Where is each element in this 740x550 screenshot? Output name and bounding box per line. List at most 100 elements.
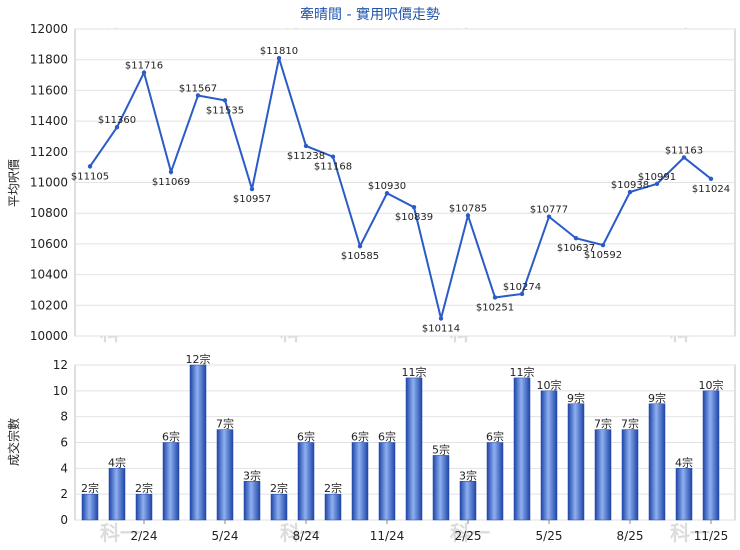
x-tick-label: 8/25 xyxy=(617,529,644,543)
price-y-tick-label: 10400 xyxy=(30,268,68,282)
volume-bar xyxy=(513,377,531,521)
volume-bar xyxy=(351,442,369,521)
price-point xyxy=(519,291,525,297)
price-y-tick-label: 11200 xyxy=(30,145,68,159)
volume-y-tick-label: 12 xyxy=(53,358,68,372)
watermark-text: 科一 xyxy=(100,521,140,545)
volume-bar xyxy=(135,493,153,521)
price-point xyxy=(492,295,498,300)
price-point xyxy=(141,70,147,75)
volume-y-axis-label: 成交宗數 xyxy=(6,418,21,466)
volume-bar xyxy=(297,442,315,521)
volume-data-label: 6宗 xyxy=(162,430,180,444)
volume-bar xyxy=(459,481,477,521)
volume-bar xyxy=(567,403,585,521)
price-point xyxy=(384,191,390,196)
price-point xyxy=(276,55,282,61)
volume-data-label: 11宗 xyxy=(402,365,427,379)
volume-data-label: 3宗 xyxy=(459,468,477,482)
volume-data-label: 6宗 xyxy=(297,430,315,444)
price-data-label: $11024 xyxy=(692,184,730,195)
price-data-label: $10274 xyxy=(503,282,541,293)
price-point xyxy=(195,93,201,98)
price-data-label: $11535 xyxy=(206,105,244,116)
watermark-text: 科一 xyxy=(450,521,490,545)
volume-bar xyxy=(324,493,342,521)
price-point xyxy=(114,125,120,130)
price-gridlines xyxy=(75,28,735,337)
volume-bars xyxy=(81,364,720,521)
volume-y-tick-label: 2 xyxy=(60,487,68,501)
price-series-line xyxy=(89,57,712,319)
price-y-tick-label: 11400 xyxy=(30,114,68,128)
price-point xyxy=(438,316,444,321)
price-y-ticks: 10000 10200 10400 10600 10800 11000 11200 11400… xyxy=(30,22,68,343)
price-chart: 10000 10200 10400 10600 10800 11000 11200 11400… xyxy=(7,22,736,343)
price-point xyxy=(330,154,336,159)
volume-bar xyxy=(162,442,180,521)
volume-data-label: 10宗 xyxy=(699,378,724,392)
price-y-tick-label: 11600 xyxy=(30,83,68,97)
price-point xyxy=(411,205,417,210)
price-y-tick-label: 10000 xyxy=(30,329,68,343)
volume-bar xyxy=(540,390,558,521)
x-tick-label: 2/24 xyxy=(131,529,158,543)
price-point xyxy=(573,236,579,241)
price-point xyxy=(168,169,174,175)
volume-data-label: 12宗 xyxy=(186,352,211,366)
volume-y-tick-label: 4 xyxy=(60,461,68,475)
price-data-label: $11716 xyxy=(125,61,163,72)
price-data-label: $10938 xyxy=(611,180,649,191)
x-tick-label: 2/25 xyxy=(455,529,482,543)
price-point xyxy=(600,242,606,248)
x-tick-label: 5/24 xyxy=(212,529,239,543)
volume-bar xyxy=(81,493,99,521)
volume-y-tick-label: 0 xyxy=(60,513,68,527)
price-point xyxy=(681,155,687,160)
volume-data-label: 6宗 xyxy=(486,430,504,444)
volume-chart: 0 2 4 6 8 10 12 成交宗數 2宗 4宗 2宗 6宗 12宗 7宗 3宗 2宗 6宗 2宗 6宗 6宗… xyxy=(6,352,736,543)
volume-data-label: 6宗 xyxy=(378,430,396,444)
price-data-label: $10957 xyxy=(233,194,271,205)
volume-data-label: 9宗 xyxy=(567,391,585,405)
price-points xyxy=(87,55,714,321)
volume-bar xyxy=(405,377,423,521)
volume-bar xyxy=(648,403,666,521)
volume-data-label: 10宗 xyxy=(537,378,562,392)
volume-data-label: 2宗 xyxy=(135,481,153,495)
price-y-tick-label: 10600 xyxy=(30,237,68,251)
volume-data-label: 7宗 xyxy=(216,417,234,431)
watermark-text: 科一 xyxy=(670,521,710,545)
volume-data-label: 5宗 xyxy=(432,442,450,456)
volume-y-ticks: 0 2 4 6 8 10 12 xyxy=(53,358,68,527)
price-data-label: $10777 xyxy=(530,205,568,216)
price-data-labels: $11105 $11360 $11716 $11069 $11567 $11535 $109… xyxy=(71,46,730,334)
price-data-label: $10839 xyxy=(395,212,433,223)
volume-bar xyxy=(621,429,639,521)
volume-bar xyxy=(216,429,234,521)
volume-y-tick-label: 10 xyxy=(53,384,68,398)
x-tick-label: 8/24 xyxy=(293,529,320,543)
volume-y-tick-label: 8 xyxy=(60,410,68,424)
price-point xyxy=(303,143,309,149)
volume-bar xyxy=(108,468,126,521)
price-data-label: $11069 xyxy=(152,177,190,188)
price-data-label: $10785 xyxy=(449,204,487,215)
x-tick-label: 11/24 xyxy=(370,529,405,543)
volume-bar xyxy=(270,493,288,521)
volume-bar xyxy=(702,390,720,521)
price-point xyxy=(627,189,633,195)
volume-bar xyxy=(378,442,396,521)
volume-bar xyxy=(675,468,693,521)
price-point xyxy=(465,213,471,218)
x-tick-label: 5/25 xyxy=(536,529,563,543)
volume-data-label: 2宗 xyxy=(81,481,99,495)
volume-bar xyxy=(243,481,261,521)
price-data-label: $10114 xyxy=(422,324,460,335)
price-data-label: $11567 xyxy=(179,83,217,94)
watermark-text: 科一 xyxy=(280,521,320,545)
price-point xyxy=(249,186,255,192)
volume-bar xyxy=(432,455,450,521)
price-point xyxy=(546,214,552,219)
price-y-tick-label: 10800 xyxy=(30,206,68,220)
